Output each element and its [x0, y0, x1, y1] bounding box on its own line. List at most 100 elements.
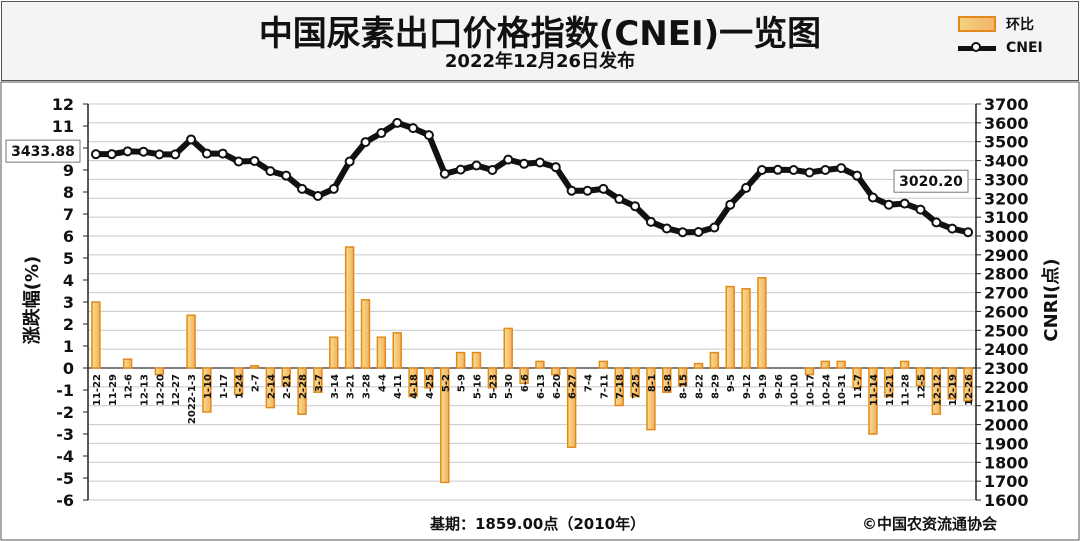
cnei-point [312, 191, 323, 202]
x-tick-label: 4-11 [393, 374, 404, 399]
left-tick-label: -6 [56, 491, 74, 510]
bar [852, 367, 862, 389]
x-tick-label: 7-11 [599, 374, 610, 399]
bar [249, 365, 260, 369]
bar [820, 360, 831, 369]
bar [344, 246, 355, 369]
bar [709, 351, 720, 369]
cnei-point [614, 194, 625, 205]
cnei-point [693, 227, 704, 238]
x-tick-label: 8-29 [710, 374, 721, 399]
x-tick-label: 2-14 [266, 374, 277, 399]
bar [884, 367, 894, 398]
legend-line-label: CNEI [1006, 40, 1043, 56]
left-tick-label: 8 [63, 183, 74, 202]
bar [360, 299, 371, 369]
right-tick-label: 3000 [984, 227, 1029, 246]
plot-area-frame [0, 81, 1080, 541]
cnei-point [725, 199, 736, 210]
left-tick-label: 3 [63, 293, 74, 312]
bar [915, 367, 926, 387]
x-tick-label: 8-15 [679, 374, 690, 399]
chart-title: 中国尿素出口价格指数(CNEI)一览图 [258, 14, 822, 54]
x-tick-label: 5-16 [473, 374, 484, 399]
cnei-point [265, 166, 276, 177]
bar [392, 332, 402, 369]
cnei-point [106, 149, 117, 160]
x-tick-labels: 11-22 11-29 12-6 12-13 12-20 12-27 2022-1-3 1-1… [92, 374, 975, 424]
bar [757, 277, 767, 369]
cnei-point [233, 156, 244, 167]
axes: -6-5-4-3-2-10123456789101112160017001800… [52, 95, 1029, 510]
cnei-point [328, 183, 339, 194]
bar [868, 367, 878, 435]
x-tick-label: 12-20 [155, 374, 166, 406]
left-tick-label: 12 [52, 95, 74, 114]
cnei-point [899, 198, 910, 209]
x-tick-label: 9-19 [758, 374, 769, 399]
x-tick-label: 10-24 [821, 374, 832, 406]
bar [598, 360, 609, 369]
cnei-point [471, 160, 482, 171]
bar [471, 351, 482, 369]
right-tick-label: 2300 [984, 359, 1029, 378]
x-tick-label: 4-25 [425, 374, 436, 399]
x-tick-label: 12-26 [964, 374, 975, 406]
cnei-point [709, 222, 720, 233]
cnei-point [186, 134, 197, 145]
right-tick-label: 3600 [984, 114, 1029, 133]
footer-base-note: 基期：1859.00点（2010年） [430, 515, 646, 533]
bar [202, 367, 212, 413]
right-tick-label: 2500 [984, 321, 1029, 340]
x-tick-label: 11-29 [108, 374, 119, 406]
cnei-point [503, 154, 514, 165]
cnei-point [836, 163, 847, 174]
cnei-point [788, 165, 799, 175]
bar [836, 360, 846, 369]
bar [297, 367, 307, 415]
x-tick-label: 8-22 [695, 374, 706, 399]
value-callout-label: 3433.88 [11, 144, 75, 160]
cnei-point [154, 149, 165, 160]
cnei-point [867, 192, 878, 203]
left-tick-label: 6 [63, 227, 74, 246]
bar [630, 367, 640, 398]
left-tick-label: 0 [63, 359, 74, 378]
bar [963, 367, 973, 402]
bar [693, 362, 704, 369]
x-tick-label: 2-7 [251, 374, 262, 392]
x-tick-label: 3-14 [330, 374, 341, 399]
x-tick-label: 11-22 [92, 374, 103, 406]
right-tick-label: 1700 [984, 472, 1029, 491]
right-tick-label: 2600 [984, 302, 1029, 321]
left-tick-label: 4 [63, 271, 74, 290]
x-tick-label: 5-2 [441, 374, 452, 392]
right-tick-label: 2400 [984, 340, 1029, 359]
bar [804, 367, 815, 376]
legend-line-swatch [958, 40, 996, 56]
cnei-point [820, 165, 831, 175]
right-tick-label: 3700 [984, 95, 1029, 114]
right-tick-label: 1600 [984, 491, 1029, 510]
cnei-point [297, 183, 308, 194]
bar [265, 367, 276, 409]
x-tick-label: 10-17 [806, 374, 817, 406]
cnei-point [852, 170, 863, 181]
x-tick-label: 5-30 [504, 374, 515, 399]
x-tick-label: 11-21 [885, 374, 896, 406]
y-axis-label-right: CNRI(点) [1040, 258, 1062, 341]
cnei-point [201, 148, 212, 159]
x-tick-label: 6-20 [552, 374, 563, 399]
cnei-point [376, 128, 387, 139]
bar [741, 288, 751, 369]
left-tick-label: 11 [52, 117, 74, 136]
cnei-point [423, 130, 434, 141]
x-tick-label: 8-8 [663, 374, 674, 392]
legend-bar-swatch [958, 16, 996, 32]
bar [899, 360, 910, 369]
x-tick-label: 6-13 [536, 374, 547, 399]
x-tick-label: 9-12 [742, 374, 753, 399]
x-tick-label: 12-19 [948, 374, 959, 406]
x-tick-label: 6-6 [520, 374, 531, 392]
